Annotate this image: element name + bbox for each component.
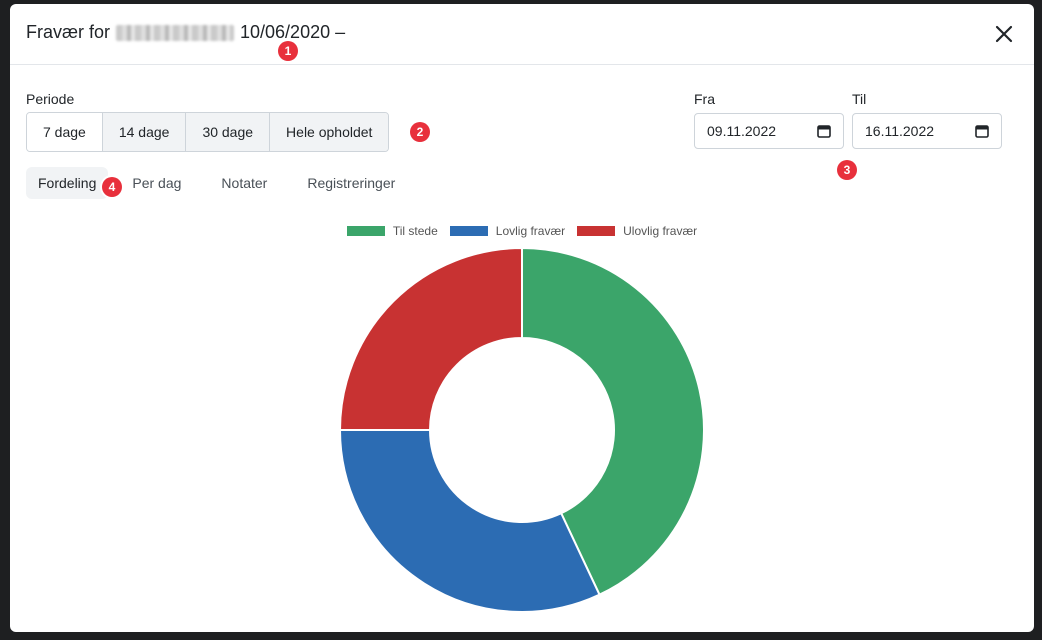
periode-30-days-button[interactable]: 30 dage xyxy=(185,113,270,151)
modal-title: Fravær for 10/06/2020 – xyxy=(26,22,345,43)
tab-notater[interactable]: Notater xyxy=(221,175,268,191)
doughnut-slice-3[interactable] xyxy=(338,246,523,431)
legend-label: Til stede xyxy=(392,224,438,238)
legend-item[interactable]: Lovlig fravær xyxy=(449,224,566,238)
tab-registreringer[interactable]: Registreringer xyxy=(307,175,396,191)
absence-modal: Fravær for 10/06/2020 – 1 Periode 7 dage… xyxy=(10,4,1034,632)
annotation-marker-2: 2 xyxy=(410,122,430,142)
annotation-marker-1: 1 xyxy=(278,41,298,61)
from-date-input[interactable]: 09.11.2022 xyxy=(694,113,844,149)
close-button[interactable] xyxy=(992,22,1016,46)
view-tabs: Fordeling Per dag Notater Registreringer xyxy=(26,167,419,199)
periode-14-days-button[interactable]: 14 dage xyxy=(101,113,186,151)
legend-swatch xyxy=(449,226,488,236)
periode-entire-stay-button[interactable]: Hele opholdet xyxy=(269,113,389,151)
redacted-student-name xyxy=(116,24,235,41)
periode-7-days-button[interactable]: 7 dage xyxy=(27,113,102,151)
title-date: 10/06/2020 – xyxy=(240,22,346,42)
tab-fordeling[interactable]: Fordeling xyxy=(26,167,109,199)
legend-swatch xyxy=(577,226,616,236)
doughnut-slice-2[interactable] xyxy=(338,429,601,613)
modal-header: Fravær for 10/06/2020 – xyxy=(10,4,1034,65)
legend-label: Ulovlig fravær xyxy=(623,224,698,238)
periode-button-group: 7 dage 14 dage 30 dage Hele opholdet xyxy=(26,112,390,152)
doughnut-slice-1[interactable] xyxy=(521,246,705,597)
close-icon xyxy=(995,25,1013,43)
to-date-value: 16.11.2022 xyxy=(865,123,935,139)
doughnut-chart xyxy=(338,246,705,613)
from-date-label: Fra xyxy=(694,91,715,107)
to-date-input[interactable]: 16.11.2022 xyxy=(852,113,1002,149)
calendar-icon xyxy=(975,125,989,138)
annotation-marker-4: 4 xyxy=(102,177,122,197)
periode-label: Periode xyxy=(26,91,75,107)
to-date-label: Til xyxy=(852,91,867,107)
tab-per-dag[interactable]: Per dag xyxy=(132,175,182,191)
title-prefix: Fravær for xyxy=(26,22,111,42)
annotation-marker-3: 3 xyxy=(837,160,857,180)
legend-label: Lovlig fravær xyxy=(495,224,566,238)
calendar-icon xyxy=(817,125,831,138)
legend-item[interactable]: Til stede xyxy=(346,224,438,238)
legend-swatch xyxy=(346,226,385,236)
chart-legend: Til stede Lovlig fravær Ulovlig fravær xyxy=(10,224,1034,238)
legend-item[interactable]: Ulovlig fravær xyxy=(577,224,697,238)
from-date-value: 09.11.2022 xyxy=(707,123,777,139)
